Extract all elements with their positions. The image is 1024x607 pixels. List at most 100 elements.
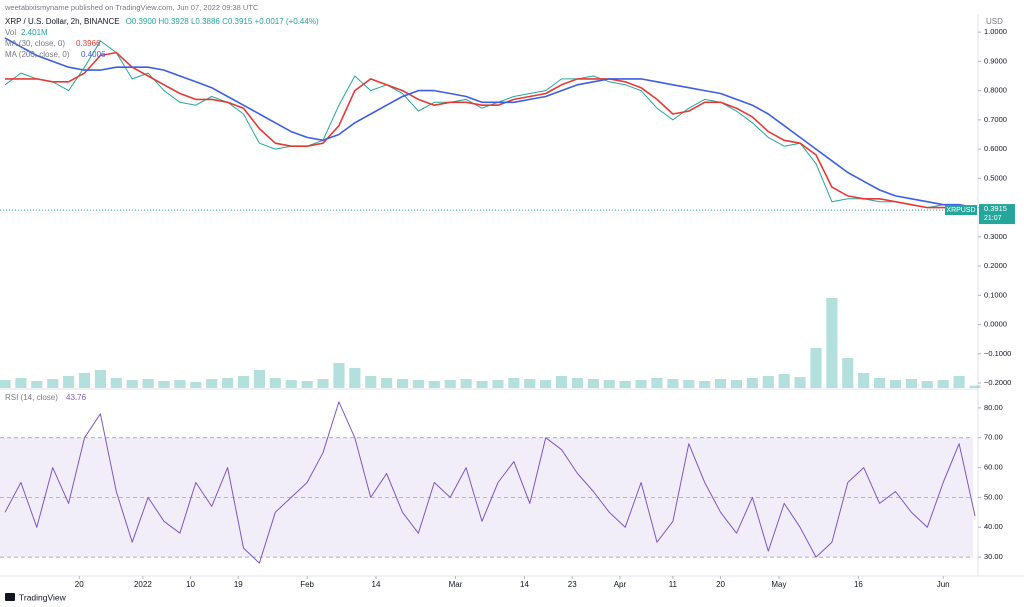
volume-bar	[301, 381, 313, 388]
x-tick-label: Jun	[937, 580, 950, 589]
symbol-legend: XRP / U.S. Dollar, 2h, BINANCE	[5, 17, 120, 26]
legend-name: MA (200, close, 0)	[5, 50, 70, 59]
volume-bar	[492, 380, 504, 388]
x-tick-label: 14	[372, 580, 381, 589]
volume-bar	[715, 379, 727, 388]
volume-bar	[237, 376, 250, 388]
x-tick-label: 10	[186, 580, 195, 589]
legend-name: MA (30, close, 0)	[5, 39, 65, 48]
volume-bar	[15, 378, 27, 388]
volume-bar	[0, 380, 11, 388]
y-tick-label: −0.2000	[984, 378, 1011, 387]
volume-bar	[778, 374, 790, 388]
y-tick-label: 40.00	[984, 522, 1003, 531]
volume-bar	[333, 363, 345, 388]
y-tick-label: 60.00	[984, 463, 1003, 472]
volume-bar	[381, 378, 393, 388]
ohlc-legend: O0.3900 H0.3928 L0.3886 C0.3915 +0.0017 …	[126, 17, 319, 26]
x-tick-label: May	[771, 580, 786, 589]
volume-bar	[31, 381, 43, 388]
volume-bar	[110, 378, 122, 388]
y-tick-label: 0.6000	[984, 144, 1007, 153]
volume-bar	[126, 380, 138, 388]
y-tick-label: 1.0000	[984, 27, 1007, 36]
moving-average-line	[4, 37, 976, 209]
volume-bar	[63, 376, 75, 388]
volume-bar	[460, 379, 472, 388]
volume-bar	[174, 380, 186, 388]
volume-bar	[587, 379, 599, 388]
y-tick-label: 0.2000	[984, 261, 1007, 270]
volume-bar	[396, 379, 409, 388]
volume-bar	[651, 378, 663, 388]
volume-bar	[444, 380, 456, 388]
last-price-label: 0.3915	[984, 204, 1007, 213]
legend-value: 0.4006	[81, 50, 106, 59]
volume-bar	[94, 370, 106, 388]
x-tick-label: 2022	[134, 580, 152, 589]
y-tick-label: 0.8000	[984, 86, 1007, 95]
volume-bar	[874, 378, 886, 388]
price-tag: XRPUSD	[946, 207, 975, 214]
y-tick-label: 0.0000	[984, 320, 1007, 329]
volume-bar	[142, 379, 154, 388]
volume-bar	[826, 298, 838, 388]
volume-bar	[794, 377, 806, 388]
volume-bar	[889, 380, 902, 388]
y-tick-label: −0.1000	[984, 349, 1011, 358]
x-tick-label: Feb	[300, 580, 314, 589]
volume-bar	[190, 382, 202, 388]
y-tick-label: 0.1000	[984, 290, 1007, 299]
price-tag-box	[945, 205, 977, 216]
volume-bar	[540, 380, 552, 388]
y-tick-label: 0.5000	[984, 173, 1007, 182]
axis-unit: USD	[986, 17, 1003, 26]
y-tick-label: 30.00	[984, 552, 1003, 561]
volume-bar	[746, 378, 758, 388]
x-tick-label: 11	[669, 580, 678, 589]
volume-bar	[158, 381, 170, 388]
volume-bar	[603, 380, 615, 388]
volume-bar	[937, 380, 949, 388]
volume-bar	[905, 379, 917, 388]
volume-bar	[253, 370, 265, 388]
volume-bar	[810, 348, 822, 388]
y-tick-label: 70.00	[984, 433, 1003, 442]
last-price-box	[979, 204, 1015, 225]
volume-bar	[730, 380, 743, 388]
volume-bar	[842, 358, 854, 388]
volume-bar	[285, 380, 297, 388]
x-tick-label: 20	[716, 580, 725, 589]
legend-name: Vol	[5, 28, 16, 37]
moving-average-line	[5, 51, 976, 210]
volume-bar	[953, 376, 965, 388]
volume-bar	[412, 380, 425, 388]
volume-bar	[78, 373, 91, 388]
y-tick-label: 50.00	[984, 492, 1003, 501]
volume-bar	[206, 379, 218, 388]
volume-bar	[555, 376, 568, 388]
y-tick-label: 0.3000	[984, 232, 1007, 241]
volume-bar	[222, 378, 234, 388]
volume-bar	[476, 381, 488, 388]
volume-bar	[699, 381, 711, 388]
x-tick-label: 14	[520, 580, 529, 589]
x-tick-label: Apr	[614, 580, 627, 589]
x-tick-label: 16	[854, 580, 863, 589]
x-tick-label: Mar	[449, 580, 463, 589]
x-tick-label: 19	[234, 580, 243, 589]
y-tick-label: 0.7000	[984, 115, 1007, 124]
legend-name: RSI (14, close)	[5, 393, 58, 402]
logo-icon	[5, 593, 15, 601]
volume-bar	[365, 376, 377, 388]
volume-bar	[619, 381, 631, 388]
plot-area: 1.0000 0.9000 0.8000 0.7000 0.6000 0.5000 0.40…	[0, 27, 1015, 589]
legend-value: 2.401M	[21, 28, 48, 37]
legend-value: 43.76	[66, 393, 87, 402]
volume-bar	[508, 378, 520, 388]
volume-bar	[571, 378, 584, 388]
volume-bar	[683, 380, 695, 388]
